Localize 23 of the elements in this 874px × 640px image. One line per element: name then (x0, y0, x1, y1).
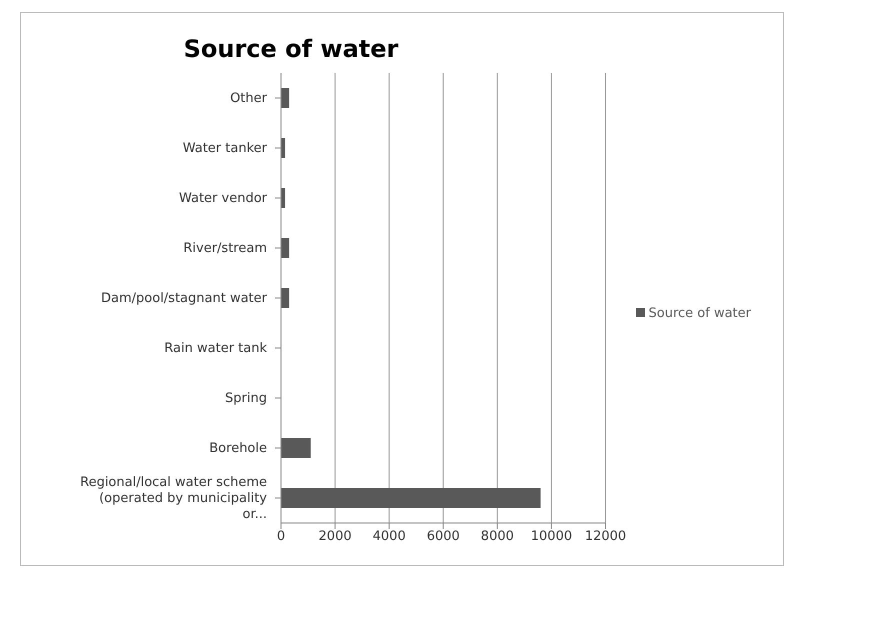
bar (281, 438, 311, 458)
y-tick-label: Spring (225, 391, 267, 406)
bar (281, 88, 290, 108)
chart-title: Source of water (182, 35, 400, 63)
y-tick-label: Water tanker (182, 141, 268, 156)
x-tick-label: 8000 (480, 529, 514, 544)
y-tick-label: River/stream (183, 241, 267, 256)
x-tick-label: 0 (276, 529, 286, 544)
bar (281, 238, 290, 258)
y-tick-label: Regional/local water scheme (operated by municipality or... (80, 475, 268, 522)
y-tick-label: Other (230, 91, 268, 106)
y-tick-label: Rain water tank (164, 341, 268, 356)
x-tick-label: 12000 (584, 529, 626, 544)
x-tick-label: 2000 (318, 529, 352, 544)
y-tick-label: Dam/pool/stagnant water (101, 291, 268, 306)
bar (281, 488, 541, 508)
y-tick-label: Borehole (209, 441, 267, 456)
legend-label: Source of water (648, 306, 751, 320)
bar (281, 288, 290, 308)
x-tick-label: 6000 (426, 529, 460, 544)
x-tick-label: 4000 (372, 529, 406, 544)
y-tick-label: Water vendor (178, 191, 268, 206)
x-tick-label: 10000 (530, 529, 572, 544)
